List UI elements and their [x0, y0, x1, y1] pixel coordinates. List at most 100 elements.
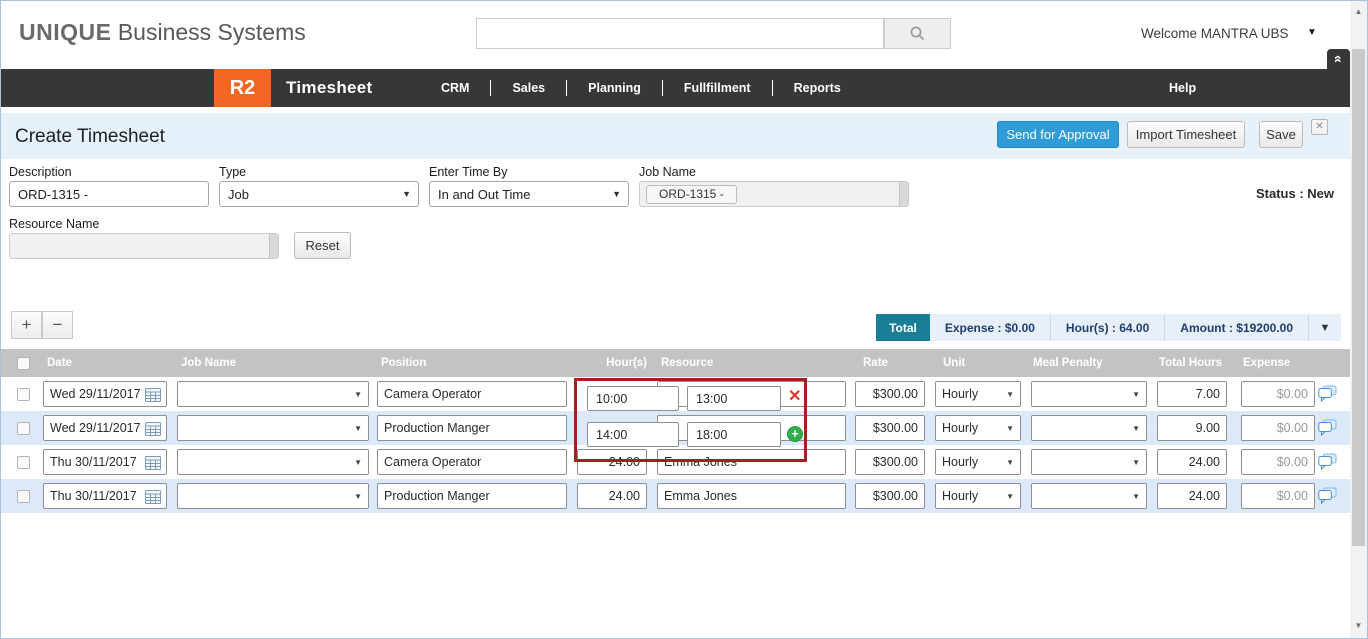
job-name-select[interactable]: ▼ [177, 449, 369, 475]
row-checkbox[interactable] [17, 490, 30, 503]
nav-item-reports[interactable]: Reports [793, 81, 841, 95]
time-out-input[interactable] [687, 386, 781, 411]
nav-items: CRM Sales Planning Fullfillment Reports [420, 69, 862, 107]
scroll-down-icon[interactable]: ▼ [1354, 621, 1363, 630]
nav-item-planning[interactable]: Planning [588, 81, 641, 95]
job-name-field: ORD-1315 - [639, 181, 909, 207]
add-time-icon[interactable]: + [787, 426, 803, 442]
global-search-input[interactable] [476, 18, 884, 49]
meal-penalty-select[interactable]: ▼ [1031, 449, 1147, 475]
scroll-up-icon[interactable]: ▲ [1354, 7, 1363, 16]
nav-item-crm[interactable]: CRM [441, 81, 470, 95]
totals-chevron-down-icon[interactable]: ▼ [1309, 314, 1341, 341]
nav-item-help[interactable]: Help [1169, 81, 1197, 95]
enter-time-by-select[interactable]: In and Out Time ▼ [429, 181, 629, 207]
date-input[interactable]: Wed 29/11/2017 [43, 381, 167, 407]
date-input[interactable]: Thu 30/11/2017 [43, 483, 167, 509]
date-input[interactable]: Thu 30/11/2017 [43, 449, 167, 475]
unit-select[interactable]: Hourly ▼ [935, 381, 1021, 407]
remove-row-button[interactable]: − [42, 311, 73, 339]
expense-input[interactable]: $0.00 [1241, 449, 1315, 475]
hours-input[interactable]: 24.00 [577, 483, 647, 509]
logo-unique: UNIQUE [19, 19, 112, 45]
search-icon [910, 26, 925, 41]
enter-time-by-value: In and Out Time [438, 186, 531, 202]
description-input[interactable] [9, 181, 209, 207]
type-select[interactable]: Job ▼ [219, 181, 419, 207]
job-name-chip[interactable]: ORD-1315 - [646, 185, 737, 204]
header-hours: Hour(s) [606, 357, 647, 369]
time-in-input[interactable] [587, 422, 679, 447]
expense-input[interactable]: $0.00 [1241, 415, 1315, 441]
rate-input[interactable]: $300.00 [855, 449, 925, 475]
select-all-checkbox[interactable] [17, 357, 30, 370]
position-input[interactable]: Camera Operator [377, 449, 567, 475]
row-checkbox[interactable] [17, 422, 30, 435]
total-hours-input[interactable]: 9.00 [1157, 415, 1227, 441]
calendar-icon[interactable] [144, 420, 162, 437]
total-hours-input[interactable]: 24.00 [1157, 449, 1227, 475]
comment-icon[interactable] [1318, 453, 1337, 470]
position-value: Camera Operator [384, 387, 482, 401]
rate-input[interactable]: $300.00 [855, 415, 925, 441]
add-row-button[interactable]: + [11, 311, 42, 339]
meal-penalty-select[interactable]: ▼ [1031, 415, 1147, 441]
type-select-value: Job [228, 186, 249, 202]
scrollbar-thumb[interactable] [1352, 49, 1365, 546]
total-amount: Amount : $19200.00 [1165, 314, 1309, 341]
calendar-icon[interactable] [144, 488, 162, 505]
user-menu-caret-icon[interactable]: ▼ [1307, 27, 1317, 38]
expense-input[interactable]: $0.00 [1241, 381, 1315, 407]
unit-select[interactable]: Hourly ▼ [935, 415, 1021, 441]
search-button[interactable] [884, 18, 951, 49]
resource-input[interactable]: Emma Jones [657, 483, 846, 509]
nav-item-sales[interactable]: Sales [512, 81, 546, 95]
unit-select[interactable]: Hourly ▼ [935, 483, 1021, 509]
vertical-scrollbar[interactable]: ▲ ▼ [1350, 1, 1367, 638]
chevron-down-icon: ▼ [1006, 491, 1014, 501]
position-input[interactable]: Camera Operator [377, 381, 567, 407]
main-navbar: R2 Timesheet CRM Sales Planning Fullfill… [1, 69, 1352, 107]
reset-button[interactable]: Reset [294, 232, 351, 259]
table-row: Thu 30/11/2017 ▼ Production Manger 24.00… [1, 479, 1352, 513]
total-hours-input[interactable]: 7.00 [1157, 381, 1227, 407]
resource-input[interactable]: Emma Jones [657, 449, 846, 475]
total-tab[interactable]: Total [876, 314, 930, 341]
collapse-nav-button[interactable]: « [1327, 49, 1350, 69]
job-name-select[interactable]: ▼ [177, 381, 369, 407]
comment-icon[interactable] [1318, 487, 1337, 504]
rate-input[interactable]: $300.00 [855, 381, 925, 407]
import-timesheet-button[interactable]: Import Timesheet [1127, 121, 1245, 148]
total-hours-input[interactable]: 24.00 [1157, 483, 1227, 509]
chevron-down-icon: ▼ [354, 389, 362, 399]
comment-icon[interactable] [1318, 419, 1337, 436]
job-name-select[interactable]: ▼ [177, 415, 369, 441]
save-button[interactable]: Save [1259, 121, 1303, 148]
meal-penalty-select[interactable]: ▼ [1031, 483, 1147, 509]
unit-value: Hourly [942, 421, 979, 435]
date-value: Thu 30/11/2017 [50, 489, 137, 503]
date-input[interactable]: Wed 29/11/2017 [43, 415, 167, 441]
table-header: Date Job Name Position Hour(s) Resource … [1, 349, 1352, 377]
meal-penalty-select[interactable]: ▼ [1031, 381, 1147, 407]
time-out-input[interactable] [687, 422, 781, 447]
send-for-approval-button[interactable]: Send for Approval [997, 121, 1119, 148]
nav-item-fullfillment[interactable]: Fullfillment [683, 81, 751, 95]
position-input[interactable]: Production Manger [377, 415, 567, 441]
close-icon[interactable]: ✕ [1311, 119, 1328, 135]
calendar-icon[interactable] [144, 386, 162, 403]
expense-input[interactable]: $0.00 [1241, 483, 1315, 509]
time-in-input[interactable] [587, 386, 679, 411]
date-value: Wed 29/11/2017 [50, 387, 141, 401]
hours-input[interactable]: 24.00 [577, 449, 647, 475]
comment-icon[interactable] [1318, 385, 1337, 402]
calendar-icon[interactable] [144, 454, 162, 471]
unit-select[interactable]: Hourly ▼ [935, 449, 1021, 475]
position-input[interactable]: Production Manger [377, 483, 567, 509]
delete-time-icon[interactable]: ✕ [788, 388, 802, 405]
row-checkbox[interactable] [17, 388, 30, 401]
header-position: Position [381, 357, 427, 369]
rate-input[interactable]: $300.00 [855, 483, 925, 509]
job-name-select[interactable]: ▼ [177, 483, 369, 509]
row-checkbox[interactable] [17, 456, 30, 469]
